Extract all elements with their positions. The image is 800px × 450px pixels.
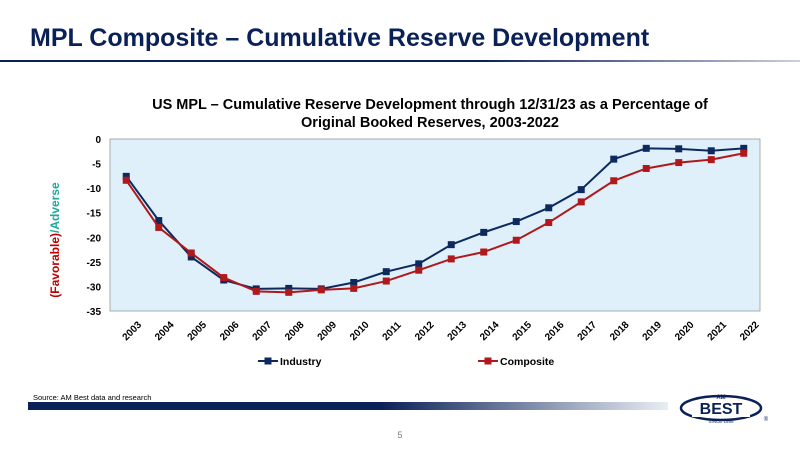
y-tick-label: -20 [87, 233, 102, 244]
y-tick-label: -25 [87, 258, 102, 269]
series-line-composite [125, 152, 744, 294]
data-point-composite [707, 156, 715, 164]
data-point-industry [122, 172, 130, 180]
y-axis-label-adverse: /Adverse [48, 182, 62, 234]
y-tick-label: -10 [87, 184, 102, 195]
x-tick-label: 2006 [218, 319, 242, 343]
data-point-composite [317, 286, 325, 294]
data-point-industry [480, 228, 488, 236]
data-point-industry [285, 284, 293, 292]
data-point-composite [252, 287, 260, 295]
x-tick-label: 2012 [413, 319, 437, 343]
page-number: 5 [397, 430, 403, 440]
data-point-composite [447, 255, 455, 263]
chart-title: US MPL – Cumulative Reserve Development … [110, 96, 750, 132]
x-tick-label: 2022 [738, 319, 762, 343]
x-tick-label: 2010 [348, 319, 372, 343]
data-point-composite [740, 149, 748, 157]
logo-since: SINCE 1899 [708, 419, 734, 424]
x-tick-label: 2020 [673, 319, 697, 343]
y-tick-label: 0 [95, 135, 101, 146]
title-rule [0, 60, 800, 62]
data-point-industry [415, 260, 423, 268]
data-point-industry [740, 144, 748, 152]
data-point-composite [415, 266, 423, 274]
x-tick-label: 2005 [186, 319, 210, 343]
x-tick-label: 2013 [446, 319, 470, 343]
data-point-industry [187, 253, 195, 261]
line-chart: 0 -5 -10 -15 -20 -25 -30 -35 2003 2004 2005 2006 200… [87, 135, 762, 368]
x-tick-label: 2008 [283, 319, 307, 343]
y-axis-label: (Favorable)/Adverse [48, 182, 62, 297]
data-point-composite [545, 219, 553, 227]
data-point-composite [122, 176, 130, 184]
x-tick-label: 2019 [641, 319, 665, 343]
source-note: Source: AM Best data and research [33, 393, 152, 402]
data-point-composite [285, 288, 293, 296]
logo-best: BEST [700, 401, 743, 418]
x-tick-label: 2007 [251, 319, 275, 343]
y-axis-label-favorable: (Favorable) [48, 233, 62, 298]
x-tick-label: 2011 [381, 320, 404, 343]
legend-marker-composite [484, 357, 492, 365]
data-point-industry [577, 186, 585, 194]
legend-label-industry: Industry [280, 356, 322, 368]
y-tick-label: -15 [87, 209, 102, 220]
data-point-composite [675, 159, 683, 167]
y-tick-label: -30 [87, 282, 102, 293]
data-point-industry [155, 217, 163, 225]
data-point-industry [512, 218, 520, 226]
am-best-logo: AM BEST SINCE 1899 ® [679, 394, 769, 424]
chart-title-line2: Original Booked Reserves, 2003-2022 [301, 115, 559, 131]
data-point-composite [610, 177, 618, 185]
x-tick-label: 2014 [478, 319, 502, 343]
logo-am: AM [716, 395, 725, 401]
chart-title-line1: US MPL – Cumulative Reserve Development … [152, 97, 708, 113]
data-point-industry [447, 241, 455, 249]
x-tick-label: 2017 [576, 319, 600, 343]
x-tick-label: 2021 [706, 319, 730, 343]
data-point-industry [642, 144, 650, 152]
data-point-composite [155, 223, 163, 231]
data-point-composite [480, 248, 488, 256]
x-tick-label: 2018 [608, 319, 632, 343]
logo-registered: ® [764, 416, 769, 423]
x-tick-label: 2004 [153, 319, 177, 343]
data-point-composite [220, 274, 228, 282]
x-tick-label: 2003 [121, 319, 145, 343]
data-point-composite [187, 249, 195, 257]
footer-bar [28, 402, 668, 410]
data-point-industry [350, 278, 358, 286]
data-point-composite [350, 284, 358, 292]
data-point-industry [545, 204, 553, 212]
x-tick-label: 2016 [543, 319, 567, 343]
data-point-industry [675, 145, 683, 153]
x-tick-label: 2015 [511, 319, 535, 343]
data-point-industry [610, 155, 618, 163]
x-tick-label: 2009 [316, 319, 340, 343]
data-point-industry [707, 147, 715, 155]
y-tick-label: -5 [92, 160, 101, 171]
legend-label-composite: Composite [500, 356, 554, 368]
data-point-composite [382, 277, 390, 285]
data-point-composite [642, 164, 650, 172]
data-point-composite [512, 236, 520, 244]
slide-title: MPL Composite – Cumulative Reserve Devel… [30, 24, 650, 52]
data-point-composite [577, 198, 585, 206]
y-tick-label: -35 [87, 307, 102, 318]
logo-swoosh [679, 394, 763, 422]
series-line-industry [125, 147, 744, 290]
data-point-industry [382, 268, 390, 276]
legend-marker-industry [264, 357, 272, 365]
